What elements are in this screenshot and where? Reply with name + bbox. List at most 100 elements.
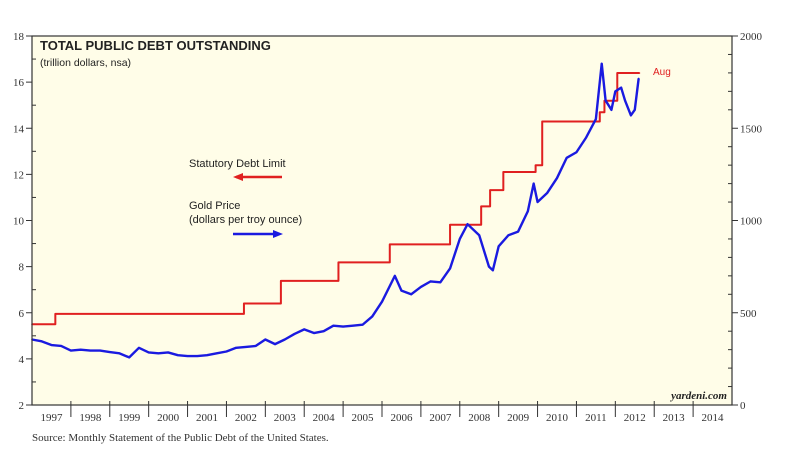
brand-watermark: yardeni.com [669, 390, 727, 402]
gold-price-point [50, 344, 53, 346]
left-axis-tick-label: 4 [19, 354, 25, 366]
gold-price-point [138, 347, 140, 349]
gold-price-point [565, 156, 568, 159]
gold-price-point [361, 323, 364, 326]
gold-price-point [610, 109, 613, 111]
gold-price-point [536, 201, 539, 203]
right-axis-tick-label: 2000 [740, 31, 763, 43]
gold-price-point [630, 114, 632, 117]
x-axis-tick-label: 2006 [390, 412, 413, 424]
gold-price-point [264, 338, 267, 341]
gold-price-point [332, 324, 335, 327]
source-note: Source: Monthly Statement of the Public … [32, 432, 329, 444]
legend-gold-unit: (dollars per troy ounce) [189, 214, 302, 226]
gold-price-point [478, 234, 481, 237]
gold-price-point [394, 275, 396, 277]
gold-price-point [527, 210, 529, 213]
gold-price-point [254, 345, 257, 347]
end-label-aug: Aug [653, 67, 671, 78]
debt-limit-point [502, 171, 505, 173]
gold-price-point [70, 349, 72, 352]
gold-price-point [507, 234, 510, 237]
left-axis-tick-label: 12 [13, 169, 24, 181]
gold-price-point [167, 351, 169, 354]
gold-price-point [196, 355, 199, 357]
gold-price-point [313, 332, 315, 334]
debt-limit-point [541, 120, 544, 123]
legend-gold-arrow-icon [233, 230, 283, 238]
debt-limit-point [337, 261, 340, 264]
x-axis-tick-label: 2002 [235, 412, 257, 424]
debt-limit-point [243, 302, 245, 305]
left-axis-tick-label: 10 [13, 216, 25, 228]
x-axis-tick-label: 2010 [546, 412, 569, 424]
gold-price-point [458, 238, 461, 240]
debt-limit-point [480, 205, 482, 208]
x-axis-tick-label: 2013 [663, 412, 686, 424]
gold-price-point [556, 177, 558, 179]
x-axis-tick-label: 2001 [196, 412, 218, 424]
debt-limit-point [534, 164, 537, 167]
left-axis-tick-label: 8 [19, 262, 25, 274]
chart-subtitle: (trillion dollars, nsa) [40, 57, 131, 69]
left-axis-tick-label: 2 [19, 400, 25, 412]
gold-price-point [595, 118, 597, 120]
gold-price-point [79, 348, 82, 351]
gold-price-point [40, 340, 43, 343]
gold-price-point [371, 315, 374, 318]
gold-price-point [303, 328, 306, 331]
x-axis-tick-label: 1999 [118, 412, 141, 424]
right-axis-tick-label: 0 [740, 400, 746, 412]
debt-limit-point [280, 280, 282, 282]
gold-price-point [585, 136, 587, 139]
gold-price-point [604, 99, 607, 102]
gold-price-point [517, 230, 519, 233]
x-axis-tick-label: 2003 [274, 412, 297, 424]
x-axis-tick-label: 2008 [468, 412, 491, 424]
gold-price-point [342, 325, 344, 328]
debt-limit-point [616, 72, 619, 74]
x-axis-tick-label: 2004 [313, 412, 336, 424]
gold-price-point [60, 345, 62, 347]
gold-price-point [352, 324, 354, 327]
x-axis-tick-label: 1997 [40, 412, 63, 424]
debt-limit-point [638, 72, 641, 74]
gold-price-point [620, 86, 622, 89]
gold-price-point [89, 349, 92, 352]
debt-limit-point [388, 243, 391, 246]
gold-price-point [492, 269, 494, 272]
debt-limit-point [449, 223, 451, 226]
debt-limit-point [489, 189, 491, 191]
gold-price-point [488, 265, 490, 268]
legend-debt-limit-arrow-icon [233, 173, 282, 181]
gold-price-point [128, 356, 131, 359]
gold-price-point [245, 346, 247, 348]
gold-price-point [118, 352, 121, 355]
left-axis-tick-label: 16 [13, 77, 25, 89]
gold-price-point [637, 77, 640, 80]
x-axis-tick-label: 2011 [585, 412, 607, 424]
gold-price-point [400, 289, 403, 292]
left-axis-tick-label: 6 [19, 308, 25, 320]
right-axis-tick-label: 500 [740, 308, 757, 320]
gold-price-point [206, 354, 208, 356]
gold-price-point [624, 99, 626, 102]
gold-price-point [283, 338, 286, 341]
gold-price-point [235, 347, 237, 349]
gold-price-point [633, 109, 636, 111]
gold-price-point [322, 330, 325, 333]
gold-price-point [439, 281, 442, 284]
x-axis-tick-label: 2007 [429, 412, 452, 424]
x-axis-tick-label: 2009 [507, 412, 530, 424]
gold-price-point [449, 267, 451, 270]
gold-price-point [147, 351, 150, 354]
gold-price-point [420, 286, 422, 288]
gold-price-point [546, 192, 549, 194]
chart-title: TOTAL PUBLIC DEBT OUTSTANDING [40, 38, 271, 53]
gold-price-point [575, 151, 578, 154]
legend-gold-label: Gold Price [189, 200, 240, 212]
legend-debt-limit-label: Statutory Debt Limit [189, 158, 286, 170]
gold-price-point [108, 351, 111, 353]
gold-price-point [600, 62, 603, 65]
plot-background [32, 36, 732, 405]
